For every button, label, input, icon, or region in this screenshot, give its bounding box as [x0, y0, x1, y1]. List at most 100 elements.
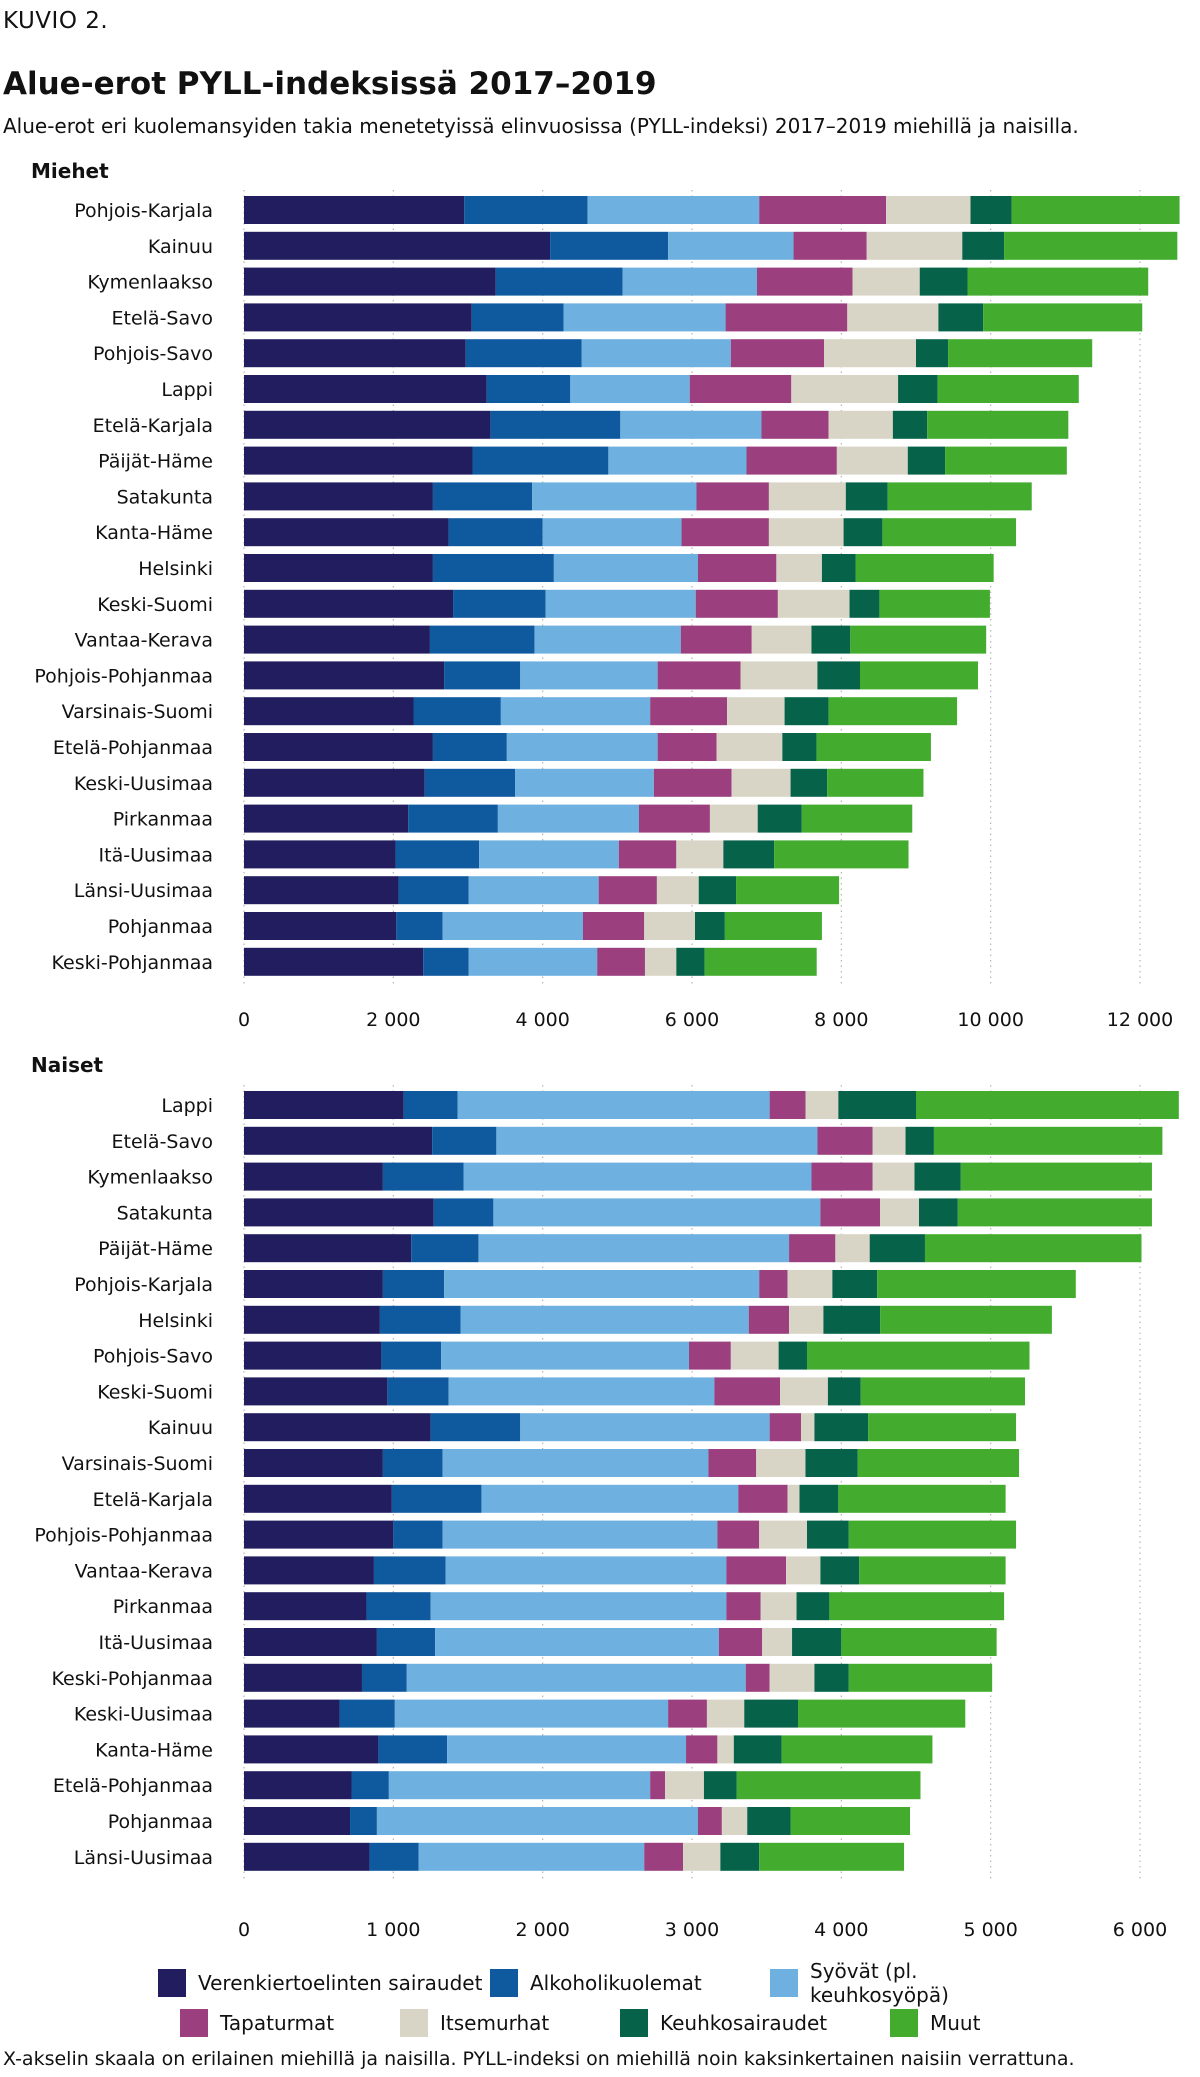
x-tick-label: 1 000 [366, 1919, 420, 1941]
figure-label: KUVIO 2. [3, 8, 109, 34]
bar-segment [545, 589, 696, 618]
bar-segment [423, 947, 469, 976]
bar-segment [244, 446, 473, 475]
bar-segment [478, 1234, 790, 1263]
legend-swatch [400, 2009, 428, 2037]
bar-segment [581, 339, 731, 368]
bar-segment [500, 697, 651, 726]
bar-segment [444, 1270, 760, 1298]
bar-segment [395, 840, 480, 869]
legend-item: Alkoholikuolemat [490, 1969, 702, 1997]
bar-segment [780, 1377, 828, 1406]
bar-segment [805, 1091, 839, 1119]
bar-segment [515, 768, 654, 797]
legend-item: Itsemurhat [400, 2009, 549, 2037]
bar-segment [759, 1842, 905, 1871]
bar-segment [598, 876, 657, 905]
bar-segment [361, 1663, 407, 1692]
bar-segment [396, 912, 443, 940]
bar-segment [244, 1126, 433, 1155]
bar-segment [495, 267, 623, 296]
bar-segment [759, 196, 887, 224]
category-label: Vantaa-Kerava [75, 630, 213, 652]
legend-swatch [770, 1969, 798, 1997]
bar-segment [244, 876, 399, 905]
bar-segment [447, 1735, 687, 1764]
bar-segment [708, 1449, 757, 1477]
bar-segment [244, 1341, 382, 1370]
bar-segment [759, 1270, 788, 1298]
bar-segment [376, 1807, 698, 1835]
bar-segment [471, 303, 564, 332]
legend-swatch [158, 1969, 186, 1997]
bar-segment [244, 554, 433, 582]
bar-segment [774, 840, 909, 869]
bar-segment [493, 1198, 821, 1227]
bar-segment [887, 482, 1032, 511]
category-label: Itä-Uusimaa [99, 1632, 213, 1654]
bar-segment [823, 1305, 881, 1334]
bar-segment [435, 1628, 719, 1656]
legend-swatch [620, 2009, 648, 2037]
bar-segment [848, 1663, 993, 1692]
category-label: Helsinki [138, 1310, 213, 1332]
category-label: Keski-Suomi [97, 594, 213, 616]
category-label: Länsi-Uusimaa [74, 880, 213, 902]
category-label: Kainuu [148, 1417, 213, 1439]
bar-segment [244, 804, 409, 833]
bar-segment [827, 1377, 861, 1406]
x-tick-label: 5 000 [963, 1919, 1017, 1941]
bar-segment [520, 1413, 770, 1442]
category-label: Lappi [161, 1095, 213, 1117]
legend-label: Alkoholikuolemat [530, 1971, 702, 1995]
bar-segment [244, 1198, 434, 1227]
x-tick-label: 3 000 [665, 1919, 719, 1941]
bar-segment [244, 375, 487, 403]
bar-segment [787, 1484, 800, 1513]
category-label: Pirkanmaa [113, 1596, 213, 1618]
bar-segment [769, 1663, 815, 1692]
bar-segment [656, 876, 699, 905]
x-tick-label: 4 000 [515, 1009, 569, 1031]
bar-segment [860, 1377, 1026, 1406]
category-label: Etelä-Savo [112, 1131, 214, 1153]
bar-segment [835, 1234, 870, 1263]
category-label: Itä-Uusimaa [99, 844, 213, 866]
bar-segment [244, 303, 472, 332]
bar-segment [768, 518, 844, 547]
bar-segment [790, 1807, 911, 1835]
bar-segment [927, 410, 1069, 439]
bar-segment [877, 1270, 1076, 1298]
bar-segment [792, 1628, 842, 1656]
bar-segment [668, 231, 794, 260]
legend-label: Syövät (pl. keuhkosyöpä) [810, 1959, 949, 2007]
bar-segment [244, 482, 433, 511]
bar-segment [1011, 196, 1180, 224]
bar-segment [665, 1771, 704, 1800]
legend-item: Tapaturmat [180, 2009, 334, 2037]
bar-segment [736, 876, 840, 905]
bar-segment [644, 947, 677, 976]
bar-segment [789, 1305, 824, 1334]
bar-segment [784, 697, 829, 726]
bar-segment [403, 1091, 458, 1119]
bar-segment [714, 1377, 781, 1406]
bar-segment [448, 518, 543, 547]
bar-segment [886, 196, 971, 224]
bar-segment [398, 876, 469, 905]
category-label: Pohjanmaa [108, 916, 213, 938]
bar-segment [880, 1198, 919, 1227]
bar-segment [706, 1699, 745, 1728]
bar-segment [442, 912, 583, 940]
bar-segment [408, 804, 498, 833]
legend-item: Verenkiertoelinten sairaudet [158, 1969, 482, 1997]
bar-segment [683, 1842, 721, 1871]
bar-segment [850, 625, 987, 654]
bar-segment [379, 1305, 461, 1334]
bar-segment [696, 482, 769, 511]
bar-segment [814, 1413, 869, 1442]
bar-segment [793, 231, 867, 260]
bar-segment [430, 1592, 727, 1621]
bar-segment [790, 768, 828, 797]
bar-segment [962, 231, 1005, 260]
